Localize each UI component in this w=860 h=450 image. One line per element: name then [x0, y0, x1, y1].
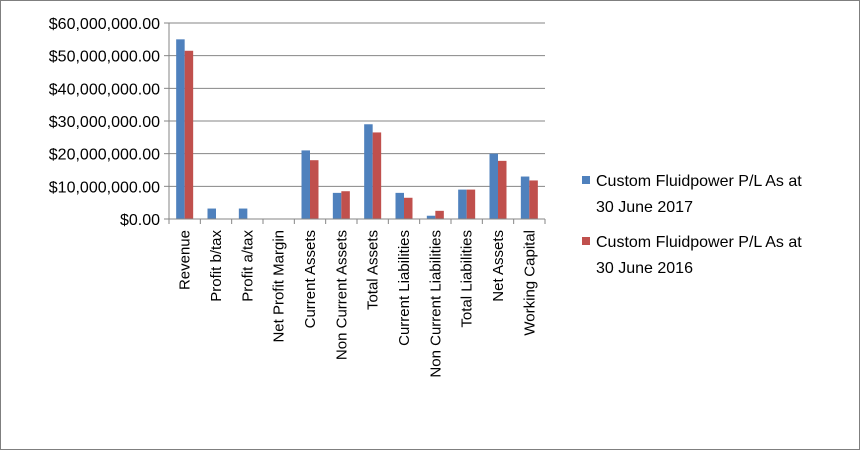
category-label: Non Current Assets [333, 230, 350, 360]
gridlines [169, 22, 545, 187]
category-label: Current Liabilities [396, 230, 413, 346]
category-label: Current Assets [302, 230, 319, 328]
y-axis-ticks: $0.00 $10,000,000.00 $20,000,000.00 $30,000… [49, 16, 169, 229]
legend: Custom Fluidpower P/L As at 30 June 2017 C… [582, 173, 802, 277]
bar [458, 189, 467, 219]
bar [176, 39, 185, 220]
bar [341, 191, 350, 219]
bars [176, 39, 538, 220]
category-label: Total Assets [365, 230, 382, 310]
bar [529, 180, 538, 219]
category-label: Non Current Liabilities [427, 230, 444, 378]
category-label: Total Liabilities [459, 230, 476, 328]
bar [372, 132, 382, 219]
bar [395, 192, 404, 219]
y-tick-label: $60,000,000.00 [49, 16, 160, 33]
legend-label: Custom Fluidpower P/L As at [596, 173, 802, 190]
bar [404, 197, 413, 219]
legend-swatch [582, 237, 590, 245]
x-axis-ticks [168, 219, 546, 224]
bar [310, 160, 319, 219]
bar [498, 160, 507, 219]
legend-label: Custom Fluidpower P/L As at [596, 234, 802, 251]
category-labels: Revenue Profit b/tax Profit a/tax Net Profi… [177, 230, 539, 378]
bar [207, 208, 216, 219]
bar [301, 150, 310, 219]
bar [489, 153, 498, 219]
category-label: Net Assets [490, 230, 507, 302]
bar [238, 208, 248, 219]
y-tick-label: $0.00 [120, 212, 160, 229]
category-label: Profit a/tax [239, 230, 256, 302]
bar [466, 189, 476, 219]
bar [435, 210, 444, 219]
y-tick-label: $50,000,000.00 [49, 49, 160, 66]
bar [426, 215, 436, 219]
category-label: Profit b/tax [208, 230, 225, 302]
bar [184, 50, 194, 220]
legend-label: 30 June 2016 [596, 260, 693, 277]
category-label: Working Capital [521, 230, 538, 336]
category-label: Net Profit Margin [271, 230, 288, 343]
y-tick-label: $40,000,000.00 [49, 81, 160, 98]
category-label: Revenue [177, 230, 194, 290]
y-tick-label: $10,000,000.00 [49, 179, 160, 196]
bar [520, 176, 530, 219]
y-tick-label: $20,000,000.00 [49, 147, 160, 164]
legend-label: 30 June 2017 [596, 199, 693, 216]
y-tick-label: $30,000,000.00 [49, 114, 160, 131]
bar [364, 124, 373, 219]
legend-swatch [582, 176, 590, 184]
bar [332, 192, 342, 219]
